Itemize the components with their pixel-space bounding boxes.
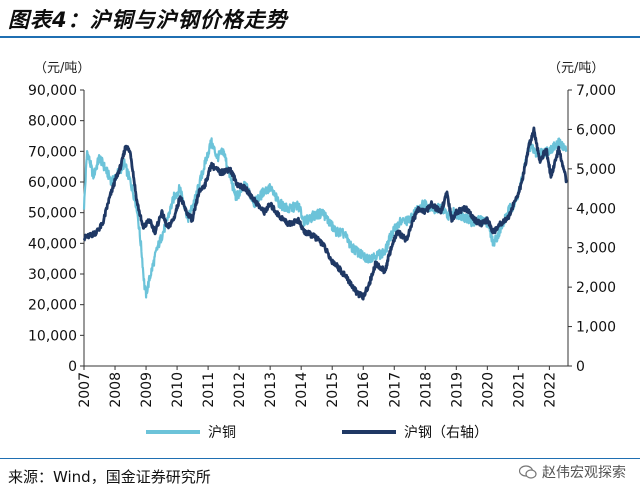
x-tick-label: 2011: [201, 372, 217, 408]
figure-title-text: 图表4：沪铜与沪钢价格走势: [8, 8, 288, 32]
legend-swatch-copper: [146, 430, 200, 434]
left-tick-label: 10,000: [28, 328, 77, 344]
x-tick-label: 2007: [77, 372, 93, 408]
right-tick-label: 0: [576, 359, 585, 375]
x-tick-label: 2020: [480, 372, 496, 408]
x-tick-label: 2012: [232, 372, 248, 408]
right-tick-label: 5,000: [576, 162, 616, 178]
x-tick-label: 2010: [170, 372, 186, 408]
title-divider: [0, 36, 640, 38]
price-chart: 90,000 80,000 70,000 60,000 50,000 40,000 30,0…: [28, 83, 616, 408]
x-tick-label: 2021: [511, 372, 527, 408]
legend-item-steel: 沪钢（右轴）: [342, 422, 488, 442]
right-tick-label: 7,000: [576, 83, 616, 99]
x-tick-label: 2018: [418, 372, 434, 408]
left-tick-label: 90,000: [28, 83, 77, 99]
left-tick-label: 50,000: [28, 206, 77, 222]
x-tick-label: 2017: [387, 372, 403, 408]
watermark-text: 赵伟宏观探索: [542, 465, 626, 481]
left-tick-label: 40,000: [28, 236, 77, 252]
x-tick-label: 2022: [542, 372, 558, 408]
left-tick-label: 80,000: [28, 114, 77, 130]
left-tick-label: 70,000: [28, 144, 77, 160]
footer-divider: [0, 458, 640, 459]
right-tick-label: 4,000: [576, 201, 616, 217]
right-tick-label: 6,000: [576, 122, 616, 138]
legend-label-steel: 沪钢（右轴）: [404, 425, 488, 441]
source-note: 来源：Wind，国金证券研究所: [8, 468, 211, 486]
wechat-icon: [519, 465, 537, 479]
legend-item-copper: 沪铜: [146, 422, 236, 442]
series-line-copper: [82, 137, 568, 299]
right-axis-unit: （元/吨）: [548, 61, 605, 76]
legend-swatch-steel: [342, 430, 396, 434]
x-tick-label: 2015: [325, 372, 341, 408]
x-tick-label: 2019: [449, 372, 465, 408]
right-tick-label: 2,000: [576, 280, 616, 296]
chart-tick-labels: 90,000 80,000 70,000 60,000 50,000 40,000 30,0…: [28, 83, 616, 408]
series-line-steel: [83, 126, 568, 301]
figure-title: 图表4：沪铜与沪钢价格走势: [8, 4, 288, 34]
chart-series-layer: [82, 126, 568, 301]
left-tick-label: 60,000: [28, 175, 77, 191]
left-axis-unit: （元/吨）: [34, 61, 91, 76]
right-tick-label: 1,000: [576, 320, 616, 336]
chart-axes: [80, 89, 572, 370]
watermark: 赵伟宏观探索: [519, 462, 626, 482]
x-tick-label: 2009: [139, 372, 155, 408]
left-tick-label: 30,000: [28, 267, 77, 283]
left-tick-label: 20,000: [28, 298, 77, 314]
legend-label-copper: 沪铜: [208, 425, 236, 441]
right-tick-label: 3,000: [576, 241, 616, 257]
x-tick-label: 2013: [263, 372, 279, 408]
left-tick-label: 0: [68, 359, 77, 375]
x-tick-label: 2014: [294, 372, 310, 408]
x-tick-label: 2008: [108, 372, 124, 408]
x-tick-label: 2016: [356, 372, 372, 408]
